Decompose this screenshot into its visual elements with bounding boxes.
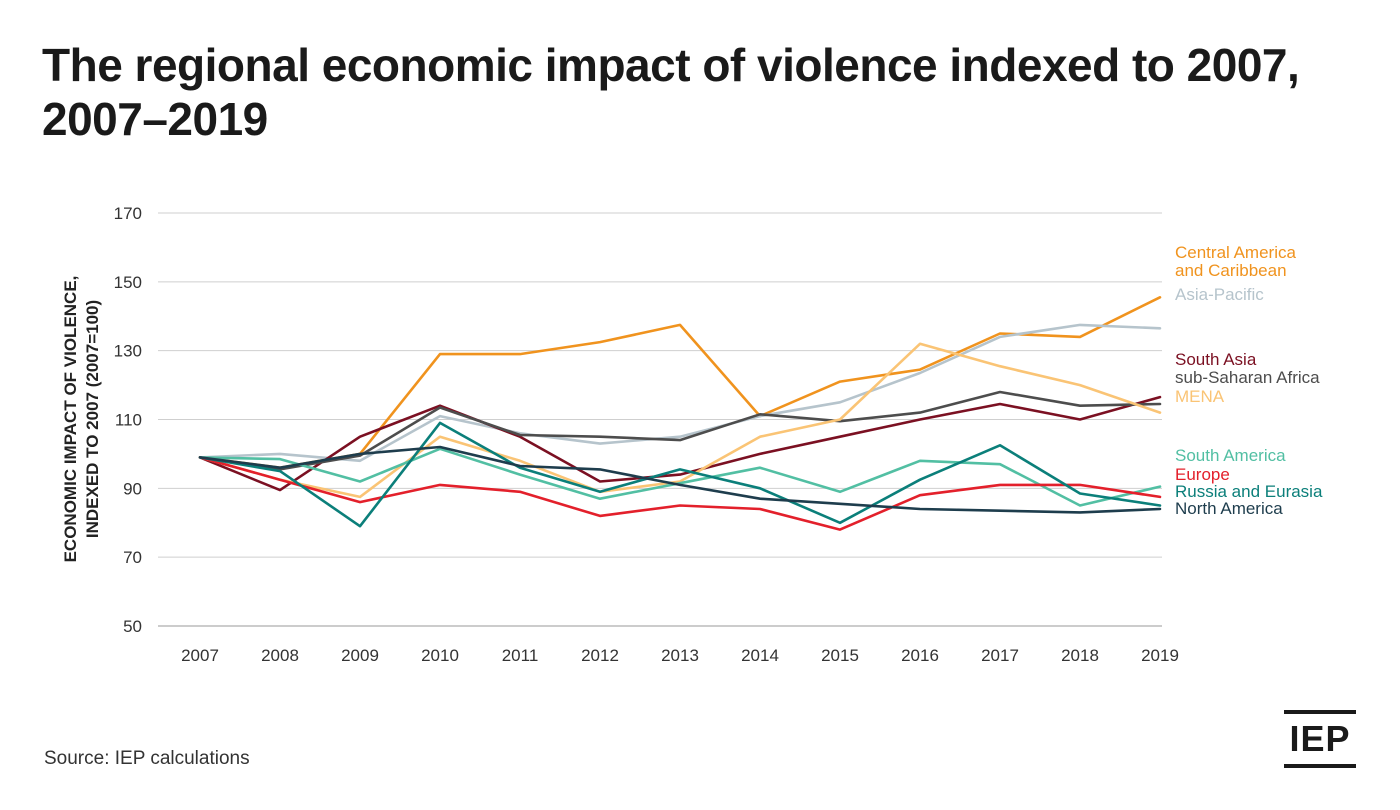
series-line-europe xyxy=(198,456,1162,531)
y-tick-label-90: 90 xyxy=(123,479,142,498)
legend-label-central-america-and-caribbean-line-2: and Caribbean xyxy=(1175,261,1287,280)
series-line-asia-pacific xyxy=(198,323,1162,463)
legend-label-north-america: North America xyxy=(1175,499,1283,518)
y-tick-label-70: 70 xyxy=(123,548,142,567)
x-tick-label-2015: 2015 xyxy=(821,646,859,665)
x-tick-label-2018: 2018 xyxy=(1061,646,1099,665)
legend-label-europe: Europe xyxy=(1175,465,1230,484)
grid-lines xyxy=(158,212,1162,627)
y-axis-title: ECONOMIC IMPACT OF VIOLENCE, INDEXED TO 2… xyxy=(61,276,102,563)
series-line-sub-saharan-africa xyxy=(198,390,1162,471)
y-axis-ticks: 50 70 90 110 130 150 170 xyxy=(114,204,142,636)
series-lines xyxy=(198,295,1162,531)
y-axis-label: ECONOMIC IMPACT OF VIOLENCE, INDEXED TO 2… xyxy=(61,276,102,563)
logo-top-bar xyxy=(1284,710,1356,714)
logo-text: IEP xyxy=(1289,718,1351,759)
logo-bottom-bar xyxy=(1284,764,1356,768)
x-tick-label-2014: 2014 xyxy=(741,646,779,665)
legend-label-asia-pacific: Asia-Pacific xyxy=(1175,285,1264,304)
legend-label-south-asia: South Asia xyxy=(1175,350,1257,369)
x-tick-label-2007: 2007 xyxy=(181,646,219,665)
y-tick-label-170: 170 xyxy=(114,204,142,223)
series-line-central-america-and-caribbean xyxy=(198,295,1162,470)
x-tick-label-2016: 2016 xyxy=(901,646,939,665)
x-tick-label-2012: 2012 xyxy=(581,646,619,665)
legend-label-mena: MENA xyxy=(1175,387,1225,406)
series-line-north-america xyxy=(198,445,1162,514)
x-tick-label-2008: 2008 xyxy=(261,646,299,665)
legend-label-russia-and-eurasia: Russia and Eurasia xyxy=(1175,482,1323,501)
y-tick-label-130: 130 xyxy=(114,342,142,361)
legend-label-sub-saharan-africa: sub-Saharan Africa xyxy=(1175,368,1320,387)
y-axis-title-line-2: INDEXED TO 2007 (2007=100) xyxy=(83,300,102,538)
y-tick-label-110: 110 xyxy=(115,411,142,430)
source-note: Source: IEP calculations xyxy=(44,748,250,769)
series-line-south-asia xyxy=(198,395,1162,492)
x-tick-label-2017: 2017 xyxy=(981,646,1019,665)
x-tick-label-2011: 2011 xyxy=(502,646,539,665)
x-tick-label-2019: 2019 xyxy=(1141,646,1179,665)
y-tick-label-150: 150 xyxy=(114,273,142,292)
series-line-south-america xyxy=(198,447,1162,507)
x-tick-label-2010: 2010 xyxy=(421,646,459,665)
x-axis-ticks: 2007 2008 2009 2010 2011 2012 2013 2014 2015 2016… xyxy=(181,646,1179,665)
legend-label-central-america-and-caribbean-line-1: Central America xyxy=(1175,243,1296,262)
iep-logo: IEP xyxy=(1284,710,1356,768)
y-tick-label-50: 50 xyxy=(123,617,142,636)
x-tick-label-2009: 2009 xyxy=(341,646,379,665)
legend-label-south-america: South America xyxy=(1175,446,1286,465)
series-line-mena xyxy=(198,342,1162,499)
series-line-russia-and-eurasia xyxy=(198,421,1162,528)
y-axis-title-line-1: ECONOMIC IMPACT OF VIOLENCE, xyxy=(61,276,80,563)
x-tick-label-2013: 2013 xyxy=(661,646,699,665)
chart-title: The regional economic impact of violence… xyxy=(42,39,1300,146)
